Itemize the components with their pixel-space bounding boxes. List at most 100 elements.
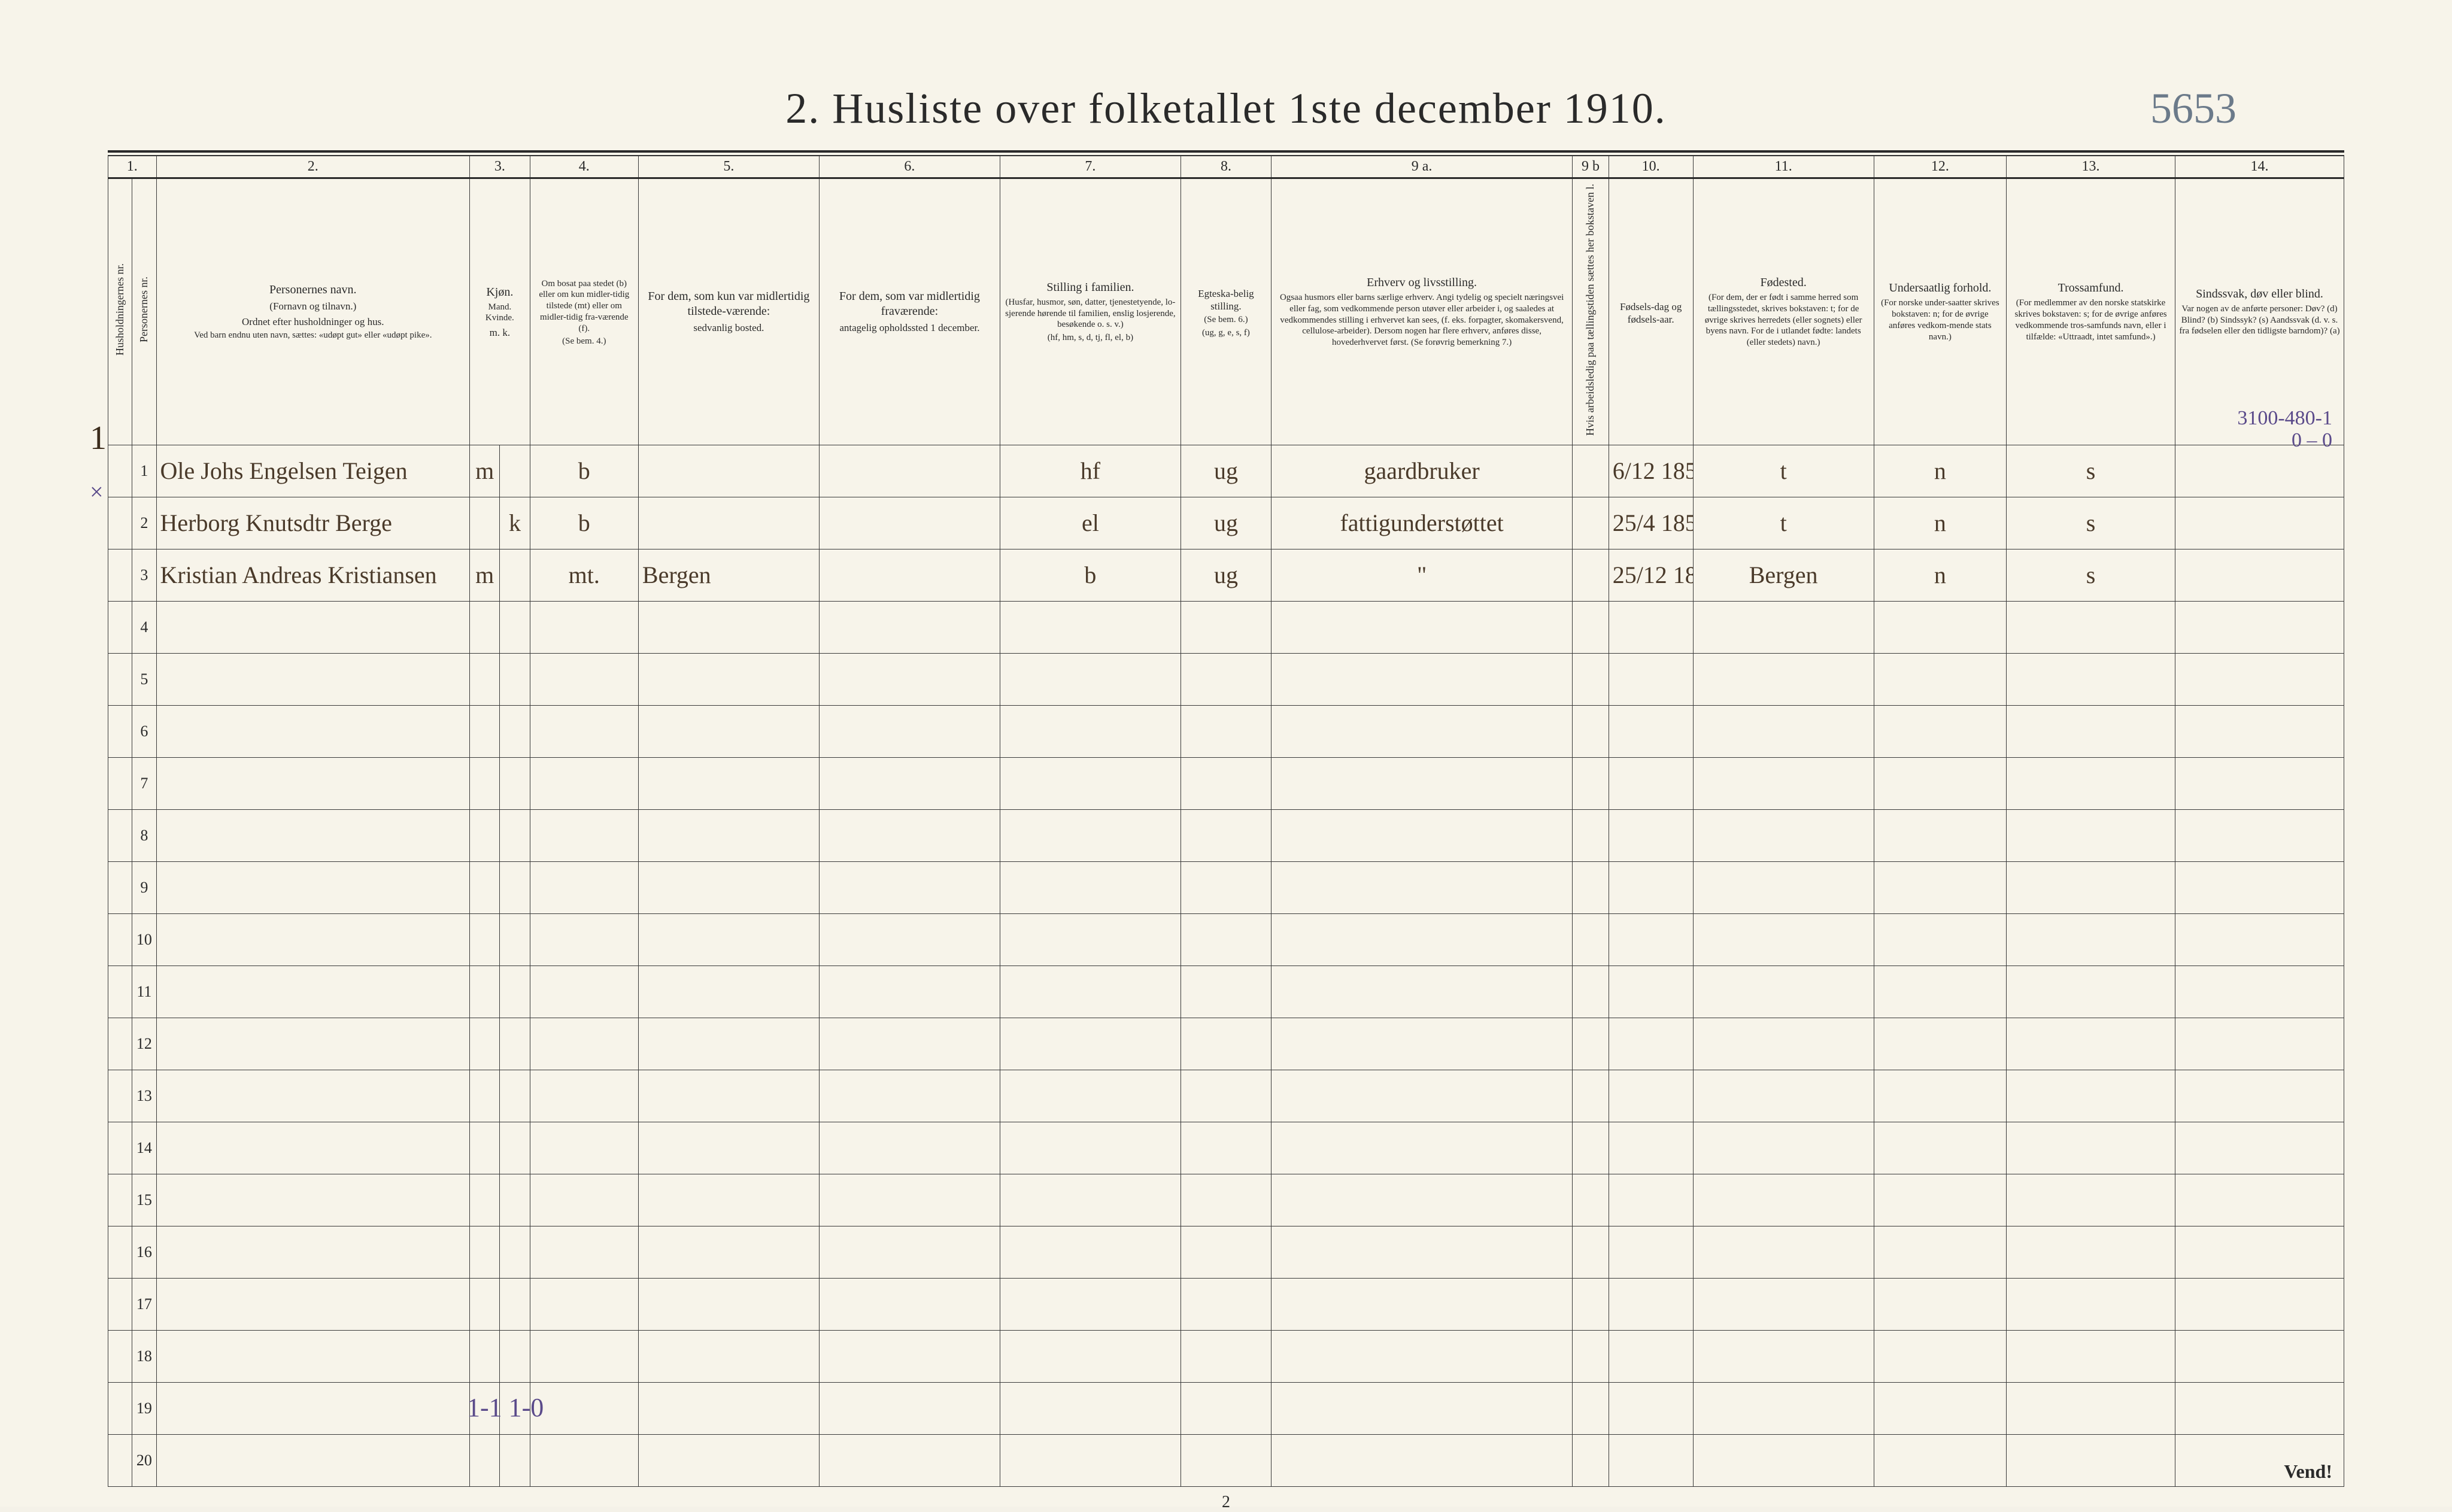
hdr-famstilling: Stilling i familien. (Husfar, husmor, sø… — [1000, 178, 1181, 445]
cell-empty — [1271, 809, 1572, 861]
cell-empty — [156, 1018, 470, 1070]
cell-empty — [1874, 705, 2006, 757]
topright-annotation: 5653 — [2150, 84, 2236, 133]
cell-name: Kristian Andreas Kristiansen — [156, 549, 470, 601]
cell-empty — [530, 1330, 638, 1382]
table-row: 4 — [108, 601, 2344, 653]
cell-empty — [156, 1330, 470, 1382]
cell-egt: ug — [1181, 549, 1271, 601]
cell-empty — [500, 757, 530, 809]
cell-empty — [1181, 1018, 1271, 1070]
side-annotation-line2: 0 – 0 — [2292, 429, 2332, 451]
cell-bosat: mt. — [530, 549, 638, 601]
cell-empty — [1000, 1278, 1181, 1330]
cell-empty — [530, 966, 638, 1018]
cell-empty — [1181, 913, 1271, 966]
cell-empty — [819, 809, 1000, 861]
cell-empty — [156, 1434, 470, 1486]
cell-empty — [2007, 1174, 2175, 1226]
cell-empty — [638, 653, 819, 705]
cell-empty — [1573, 653, 1609, 705]
cell-empty — [470, 1070, 500, 1122]
cell-empty — [1874, 653, 2006, 705]
cell-hhnr — [108, 809, 132, 861]
cell-empty — [1271, 1174, 1572, 1226]
cell-midl-frav — [819, 549, 1000, 601]
cell-empty — [2007, 1018, 2175, 1070]
cell-empty — [1000, 809, 1181, 861]
cell-empty — [156, 1122, 470, 1174]
cell-empty — [1271, 913, 1572, 966]
cell-empty — [819, 1018, 1000, 1070]
cell-empty — [500, 1330, 530, 1382]
cell-tros: s — [2007, 549, 2175, 601]
cell-unders: n — [1874, 497, 2006, 549]
cell-empty — [470, 1018, 500, 1070]
cell-empty — [1609, 653, 1693, 705]
cell-empty — [1181, 705, 1271, 757]
cell-empty — [470, 653, 500, 705]
cell-empty — [1181, 1174, 1271, 1226]
cell-empty — [1693, 1434, 1874, 1486]
cell-hhnr — [108, 1330, 132, 1382]
table-row: 13 — [108, 1070, 2344, 1122]
table-header: 1. 2. 3. 4. 5. 6. 7. 8. 9 a. 9 b 10. 11.… — [108, 156, 2344, 445]
vend-label: Vend! — [2284, 1461, 2332, 1483]
household-margin-number: 1 — [90, 419, 107, 457]
cell-empty — [1874, 913, 2006, 966]
cell-empty — [2175, 1174, 2344, 1226]
row2-margin-mark: × — [90, 478, 104, 506]
cell-empty — [2007, 1122, 2175, 1174]
table-row: 12 — [108, 1018, 2344, 1070]
cell-empty — [500, 1226, 530, 1278]
cell-fdato: 25/12 1893 — [1609, 549, 1693, 601]
cell-empty — [638, 1434, 819, 1486]
cell-empty — [1000, 861, 1181, 913]
table-row: 2Herborg Knutsdtr Bergekbelugfattigunder… — [108, 497, 2344, 549]
table-row: 18 — [108, 1330, 2344, 1382]
cell-hhnr — [108, 445, 132, 497]
cell-empty — [1573, 1434, 1609, 1486]
table-row: 16 — [108, 1226, 2344, 1278]
cell-empty — [1609, 913, 1693, 966]
cell-empty — [470, 757, 500, 809]
colnum-9a: 9 a. — [1271, 156, 1572, 178]
cell-sex-m: m — [470, 549, 500, 601]
table-row: 17 — [108, 1278, 2344, 1330]
cell-empty — [1874, 1174, 2006, 1226]
cell-empty — [638, 1174, 819, 1226]
cell-hhnr — [108, 1434, 132, 1486]
cell-empty — [2007, 653, 2175, 705]
cell-personnr: 10 — [132, 913, 156, 966]
cell-empty — [1573, 1070, 1609, 1122]
cell-personnr: 19 — [132, 1382, 156, 1434]
cell-personnr: 4 — [132, 601, 156, 653]
cell-empty — [1000, 1174, 1181, 1226]
cell-midl-tilst: Bergen — [638, 549, 819, 601]
cell-empty — [530, 1382, 638, 1434]
cell-empty — [1874, 1070, 2006, 1122]
cell-empty — [1181, 1226, 1271, 1278]
cell-empty — [1874, 601, 2006, 653]
cell-empty — [1573, 1018, 1609, 1070]
cell-famstill: el — [1000, 497, 1181, 549]
cell-arbledig — [1573, 445, 1609, 497]
cell-empty — [2007, 1226, 2175, 1278]
cell-sinds — [2175, 497, 2344, 549]
cell-empty — [530, 809, 638, 861]
cell-name: Herborg Knutsdtr Berge — [156, 497, 470, 549]
cell-empty — [1693, 1122, 1874, 1174]
cell-empty — [156, 1226, 470, 1278]
cell-empty — [1271, 966, 1572, 1018]
cell-midl-tilst — [638, 445, 819, 497]
cell-empty — [2175, 601, 2344, 653]
cell-empty — [156, 913, 470, 966]
cell-empty — [1609, 809, 1693, 861]
cell-fsted: t — [1693, 445, 1874, 497]
cell-empty — [638, 1330, 819, 1382]
cell-empty — [1000, 705, 1181, 757]
cell-empty — [638, 1278, 819, 1330]
cell-empty — [1000, 601, 1181, 653]
cell-empty — [1271, 1278, 1572, 1330]
cell-empty — [1874, 1382, 2006, 1434]
